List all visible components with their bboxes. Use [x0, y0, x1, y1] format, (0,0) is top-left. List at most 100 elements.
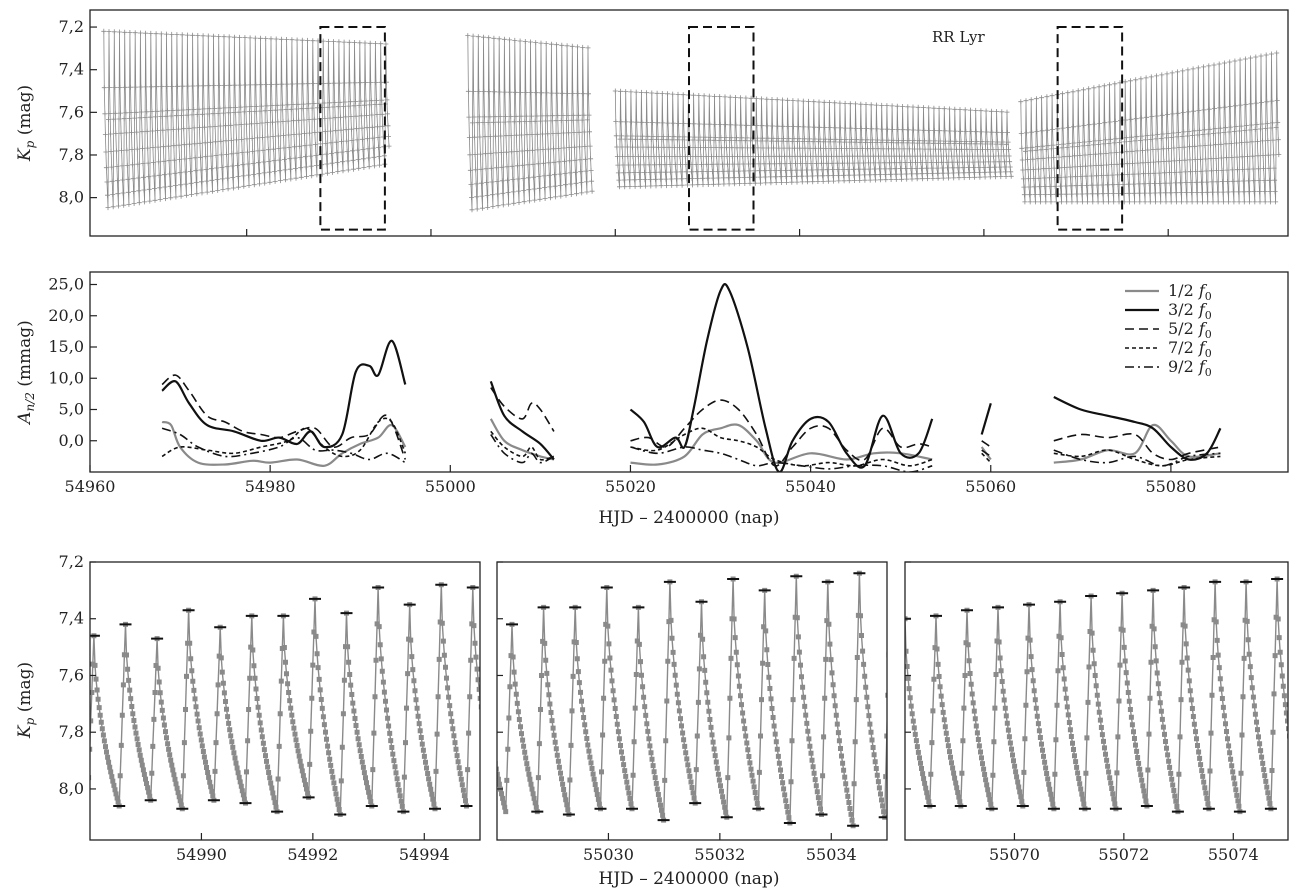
zoom-2-xtick-label-0: 55070	[989, 845, 1040, 864]
zoom-0-xtick-label-1: 54992	[287, 845, 338, 864]
bottom-ylabel: Kp (mag)	[15, 662, 37, 739]
top-ytick-label-2: 7,6	[59, 102, 84, 121]
top-ytick-label-0: 7,2	[59, 17, 84, 36]
top-series-markers-2	[612, 88, 1014, 190]
mid-xlabel: HJD – 2400000 (nap)	[599, 508, 780, 528]
mid-xtick-label-0: 54960	[65, 477, 116, 496]
top-light-curve-panel: 7,2 7,4 7,6 7,8 8,0 RR Lyr Kp (mag)	[15, 9, 1289, 237]
amp-series-3-segment-1	[490, 430, 555, 461]
top-light-curve-data	[101, 28, 1282, 213]
zoom-markers-2	[905, 576, 1288, 815]
zoom-panel-data-0	[90, 582, 480, 817]
legend: 1/2 f03/2 f05/2 f07/2 f09/2 f0	[1125, 281, 1212, 379]
zoom-frame-1	[496, 561, 888, 841]
zoomed-axes: 54990 54992 54994 55030 55032 55034 55070 55072…	[59, 552, 1259, 864]
mid-ytick-label-1: 5,0	[59, 400, 84, 419]
zoom-ytick-label-2: 7,6	[59, 665, 84, 684]
mid-axes: 0,0 5,0 10,0 15,0 20,0 25,0 54960 54980 55000 550…	[48, 275, 1196, 497]
zoom-line-1	[497, 573, 887, 826]
top-series-markers-3	[1018, 50, 1282, 205]
zoom-ytick-label-0: 7,2	[59, 552, 84, 571]
zoom-line-2	[905, 578, 1288, 812]
mid-xtick-label-1: 54980	[245, 477, 296, 496]
mid-xtick-label-6: 55080	[1145, 477, 1196, 496]
amp-series-1-segment-2	[629, 283, 934, 472]
amp-series-0-segment-2	[630, 423, 933, 466]
zoom-1-xtick-label-0: 55030	[583, 845, 634, 864]
amp-series-2-segment-0	[161, 374, 407, 460]
amp-series-4-segment-1	[490, 434, 555, 464]
mid-ytick-label-0: 0,0	[59, 431, 84, 450]
amp-series-1-segment-0	[161, 339, 407, 449]
zoom-panel-data-1	[497, 570, 887, 829]
zoom-0-xtick-label-0: 54990	[176, 845, 227, 864]
amp-series-4-segment-3	[981, 449, 992, 458]
mid-xtick-label-3: 55020	[605, 477, 656, 496]
amp-series-4-segment-0	[161, 427, 406, 464]
legend-label-1: 3/2 f0	[1168, 300, 1212, 322]
amp-series-1-segment-4	[1053, 396, 1222, 461]
mid-xtick-label-2: 55000	[425, 477, 476, 496]
zoom-panel-data-2	[905, 576, 1288, 815]
zoomed-light-curve-data	[90, 570, 1288, 829]
zoom-extrema-marks-2	[905, 578, 1284, 813]
top-axes: 7,2 7,4 7,6 7,8 8,0	[59, 17, 1169, 236]
amp-series-0-segment-4	[1053, 423, 1221, 464]
legend-label-4: 9/2 f0	[1168, 357, 1212, 379]
bottom-xlabel: HJD – 2400000 (nap)	[599, 869, 780, 889]
zoom-markers-0	[90, 582, 480, 817]
amp-series-2-segment-4	[1053, 433, 1221, 461]
zoom-ytick-label-3: 7,8	[59, 722, 84, 741]
amp-series-2-segment-1	[490, 387, 555, 432]
amplitude-series	[161, 283, 1222, 472]
legend-label-0: 1/2 f0	[1168, 281, 1212, 303]
zoomed-light-curve-panels: 54990 54992 54994 55030 55032 55034 55070 55072…	[15, 552, 1289, 889]
legend-label-2: 5/2 f0	[1168, 319, 1212, 341]
top-ylabel: Kp (mag)	[15, 85, 37, 162]
zoom-1-xtick-label-1: 55032	[694, 845, 745, 864]
top-ytick-label-3: 7,8	[59, 145, 84, 164]
zoom-0-xtick-label-2: 54994	[399, 845, 450, 864]
mid-ytick-label-3: 15,0	[48, 337, 84, 356]
legend-label-3: 7/2 f0	[1168, 338, 1212, 360]
top-series-markers-1	[465, 33, 595, 213]
mid-ytick-label-2: 10,0	[48, 368, 84, 387]
zoom-1-xtick-label-2: 55034	[806, 845, 857, 864]
star-name-annotation: RR Lyr	[932, 28, 986, 46]
zoom-extrema-marks-0	[90, 583, 479, 816]
zoom-2-xtick-label-1: 55072	[1098, 845, 1149, 864]
zoom-frame-2	[904, 561, 1289, 841]
top-ytick-label-1: 7,4	[59, 60, 84, 79]
amp-series-3-segment-3	[981, 452, 992, 464]
amp-series-4-segment-2	[630, 446, 933, 472]
amp-series-1-segment-3	[980, 402, 992, 435]
amp-series-1-segment-1	[489, 380, 555, 461]
amp-series-2-segment-3	[981, 440, 992, 448]
top-panel-frame	[89, 9, 1289, 237]
zoom-frame-0	[89, 561, 481, 841]
amp-series-2-segment-2	[630, 399, 933, 467]
amp-series-0-segment-0	[161, 420, 407, 467]
highlight-box-0	[319, 26, 386, 231]
zoom-ytick-label-4: 8,0	[59, 779, 84, 798]
zoom-ytick-label-1: 7,4	[59, 609, 84, 628]
mid-ytick-label-4: 20,0	[48, 306, 84, 325]
zoom-extrema-marks-1	[506, 572, 887, 827]
mid-panel-frame	[89, 271, 1289, 473]
mid-xtick-label-4: 55040	[785, 477, 836, 496]
top-ytick-label-4: 8,0	[59, 188, 84, 207]
highlight-box-2	[1056, 26, 1124, 231]
highlight-boxes	[319, 26, 1124, 231]
amp-series-3-segment-0	[161, 417, 407, 458]
top-series-markers-0	[101, 28, 392, 211]
amplitude-panel: 0,0 5,0 10,0 15,0 20,0 25,0 54960 54980 55000 550…	[15, 271, 1289, 528]
zoom-markers-1	[497, 570, 887, 829]
amp-series-0-segment-1	[489, 418, 555, 461]
zoom-2-xtick-label-2: 55074	[1208, 845, 1259, 864]
mid-ylabel: An/2 (mmag)	[15, 320, 37, 426]
mid-xtick-label-5: 55060	[965, 477, 1016, 496]
mid-ytick-label-5: 25,0	[48, 275, 84, 294]
highlight-box-1	[688, 26, 755, 231]
amp-series-4-segment-4	[1053, 449, 1221, 467]
